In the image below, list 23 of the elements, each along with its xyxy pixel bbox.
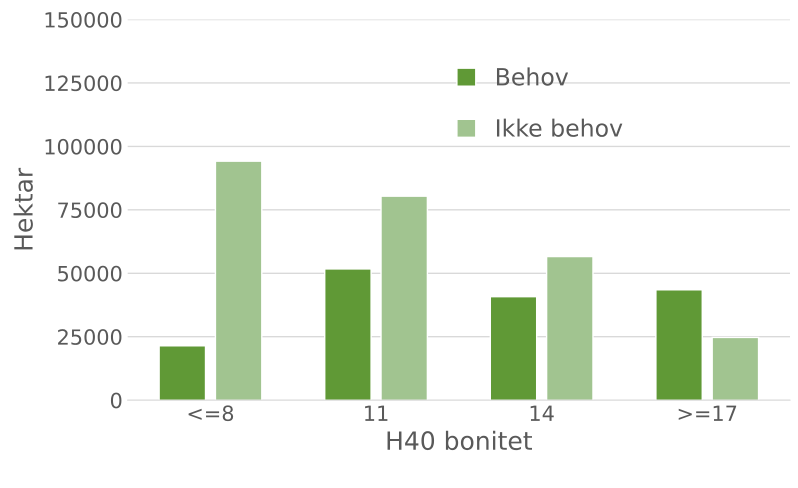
x-tick-label: >=17 xyxy=(678,406,736,421)
y-tick-label: 100000 xyxy=(46,138,122,155)
bar xyxy=(324,268,372,400)
y-tick-label: 75000 xyxy=(58,202,122,218)
bar xyxy=(712,336,760,400)
bar xyxy=(214,160,262,400)
bar xyxy=(380,195,428,400)
bar xyxy=(490,296,538,400)
x-tick-label: <=8 xyxy=(188,405,234,422)
bar xyxy=(158,345,206,400)
legend-label: Behov xyxy=(496,67,568,86)
legend-label: Ikke behov xyxy=(496,118,622,137)
x-axis-title: H40 bonitet xyxy=(388,430,532,450)
y-tick-label: 125000 xyxy=(46,75,122,92)
x-tick-label: 11 xyxy=(365,406,388,421)
x-tick-label: 14 xyxy=(530,406,554,421)
bar xyxy=(546,256,594,400)
bar xyxy=(655,289,703,400)
y-tick-label: 50000 xyxy=(58,266,122,282)
y-tick-label: 0 xyxy=(110,392,122,408)
y-tick-label: 150000 xyxy=(46,12,122,28)
y-tick-label: 25000 xyxy=(58,329,122,345)
y-axis-title: Hektar xyxy=(14,168,33,250)
